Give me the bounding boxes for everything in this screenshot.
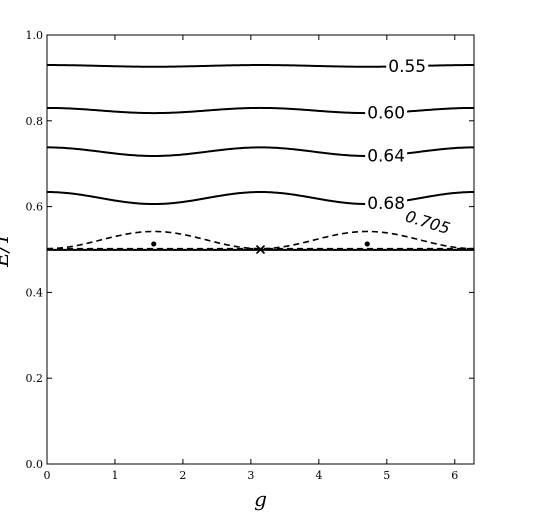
point-marker [364, 241, 370, 247]
contour-label-bg [386, 56, 429, 77]
x-tick-label: 6 [451, 469, 458, 482]
x-axis-ticks: 0 1 2 3 4 5 6 [44, 35, 458, 482]
contour-line-0_68 [47, 191, 474, 206]
contour-label: 0.64 [367, 146, 405, 166]
contour-label: 0.68 [367, 194, 405, 214]
contour-label: 0.705 [403, 207, 452, 239]
y-tick-label: 1.0 [26, 29, 44, 42]
contour-label: 0.60 [367, 104, 405, 124]
cross-marker [255, 244, 266, 255]
plot-frame [46, 34, 475, 465]
contour-label-bg [365, 145, 408, 166]
point-marker [151, 241, 157, 247]
y-tick-label: 0.6 [26, 201, 44, 214]
contour-line-0_705 [47, 230, 474, 250]
x-tick-label: 2 [179, 469, 186, 482]
x-tick-label: 5 [383, 469, 390, 482]
y-axis-ticks: 0.0 0.2 0.4 0.6 0.8 1.0 [26, 29, 474, 471]
contour-line-0_60 [47, 106, 474, 115]
x-tick-label: 0 [44, 469, 51, 482]
y-axis-label: E/T [0, 231, 13, 268]
y-tick-label: 0.4 [26, 286, 44, 299]
contour-label-bg [365, 102, 408, 123]
x-tick-label: 3 [247, 469, 254, 482]
contour-line-0_64 [47, 146, 474, 157]
contour-label: 0.55 [388, 57, 426, 77]
x-axis-label: g [254, 487, 267, 511]
x-tick-label: 4 [315, 469, 322, 482]
contour-label-group: 0.705 [403, 207, 452, 239]
y-tick-label: 0.0 [26, 458, 44, 471]
contour-label-bg [365, 193, 408, 214]
x-tick-label: 1 [111, 469, 118, 482]
y-tick-label: 0.8 [26, 115, 44, 128]
plot-area: 0.55 0.60 0.64 0.680.705 [47, 56, 474, 255]
y-tick-label: 0.2 [26, 372, 44, 385]
